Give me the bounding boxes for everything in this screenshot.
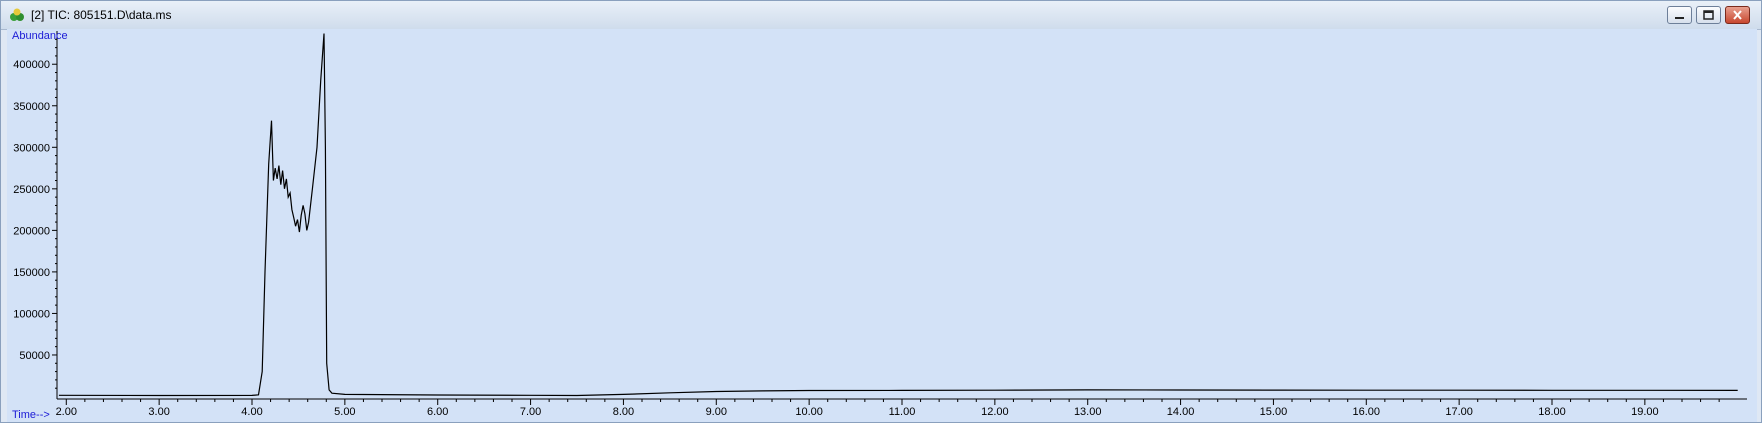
- x-tick-label: 4.00: [241, 406, 262, 418]
- tic-trace-line: [58, 33, 1738, 397]
- restore-icon: [1703, 10, 1714, 20]
- x-tick-label: 16.00: [1353, 406, 1381, 418]
- x-tick-label: 5.00: [334, 406, 355, 418]
- y-tick-label: 150000: [13, 267, 50, 279]
- x-axis-label: Time-->: [12, 409, 50, 421]
- x-tick-label: 6.00: [427, 406, 448, 418]
- plot-area[interactable]: 50000 100000 150000 200000 250000 300000 35000…: [7, 29, 1757, 422]
- x-tick-label: 18.00: [1538, 406, 1566, 418]
- title-bar[interactable]: [2] TIC: 805151.D\data.ms: [1, 1, 1761, 30]
- x-tick-label: 13.00: [1074, 406, 1102, 418]
- x-tick-label: 17.00: [1445, 406, 1473, 418]
- x-tick-label: 19.00: [1631, 406, 1659, 418]
- restore-button[interactable]: [1696, 6, 1721, 24]
- x-tick-label: 14.00: [1167, 406, 1195, 418]
- x-tick-label: 8.00: [613, 406, 634, 418]
- y-tick-label: 200000: [13, 225, 50, 237]
- minimize-button[interactable]: [1667, 6, 1692, 24]
- x-tick-label: 15.00: [1260, 406, 1288, 418]
- y-tick-label: 100000: [13, 308, 50, 320]
- y-tick-label: 400000: [13, 59, 50, 71]
- x-tick-label: 7.00: [520, 406, 541, 418]
- close-icon: [1733, 10, 1742, 20]
- tic-chart[interactable]: 50000 100000 150000 200000 250000 300000 35000…: [7, 29, 1757, 422]
- x-tick-label: 2.00: [56, 406, 77, 418]
- y-tick-label: 300000: [13, 142, 50, 154]
- y-tick-label: 250000: [13, 184, 50, 196]
- window-title: [2] TIC: 805151.D\data.ms: [31, 8, 172, 22]
- y-tick-label: 350000: [13, 101, 50, 113]
- y-tick-label: 50000: [19, 350, 50, 362]
- x-tick-label: 10.00: [795, 406, 823, 418]
- minimize-icon: [1675, 17, 1684, 19]
- x-tick-label: 3.00: [148, 406, 169, 418]
- x-tick-label: 11.00: [889, 406, 916, 418]
- y-axis-label: Abundance: [12, 30, 68, 42]
- x-tick-label: 12.00: [981, 406, 1009, 418]
- chromatogram-app-icon[interactable]: [9, 7, 25, 23]
- close-button[interactable]: [1725, 6, 1750, 24]
- x-tick-label: 9.00: [706, 406, 727, 418]
